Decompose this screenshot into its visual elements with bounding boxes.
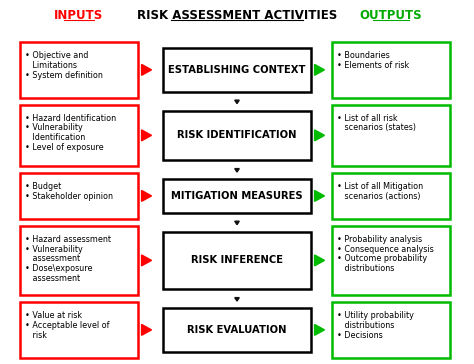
Text: distributions: distributions xyxy=(337,264,395,273)
Polygon shape xyxy=(315,64,325,75)
Bar xyxy=(20,226,137,295)
Text: Limitations: Limitations xyxy=(25,61,77,70)
Text: ESTABLISHING CONTEXT: ESTABLISHING CONTEXT xyxy=(168,65,306,75)
Bar xyxy=(332,302,450,358)
Text: • Hazard Identification: • Hazard Identification xyxy=(25,114,117,123)
Text: OUTPUTS: OUTPUTS xyxy=(360,9,422,22)
Text: • Dose\exposure: • Dose\exposure xyxy=(25,264,93,273)
Bar xyxy=(164,179,310,213)
Text: • System definition: • System definition xyxy=(25,71,103,80)
Text: • Probability analysis: • Probability analysis xyxy=(337,234,422,244)
Text: scenarios (states): scenarios (states) xyxy=(337,123,416,132)
Text: • List of all Mitigation: • List of all Mitigation xyxy=(337,182,424,191)
Text: • Stakeholder opinion: • Stakeholder opinion xyxy=(25,192,113,201)
Text: • Consequence analysis: • Consequence analysis xyxy=(337,245,434,253)
Text: assessment: assessment xyxy=(25,274,81,283)
Text: RISK EVALUATION: RISK EVALUATION xyxy=(187,325,287,335)
Text: • Outcome probability: • Outcome probability xyxy=(337,254,428,264)
Bar xyxy=(164,232,310,289)
Polygon shape xyxy=(235,100,239,104)
Text: • Acceptable level of: • Acceptable level of xyxy=(25,321,110,330)
Polygon shape xyxy=(142,324,152,335)
Text: RISK INFERENCE: RISK INFERENCE xyxy=(191,256,283,265)
Polygon shape xyxy=(235,221,239,225)
Text: • Vulnerability: • Vulnerability xyxy=(25,245,83,253)
Bar xyxy=(164,48,310,92)
Polygon shape xyxy=(315,190,325,201)
Text: • Elements of risk: • Elements of risk xyxy=(337,61,410,70)
Text: • Objective and: • Objective and xyxy=(25,51,89,60)
Text: risk: risk xyxy=(25,331,47,340)
Polygon shape xyxy=(235,298,239,301)
Polygon shape xyxy=(235,169,239,172)
Polygon shape xyxy=(315,130,325,141)
Polygon shape xyxy=(142,255,152,266)
Text: • Value at risk: • Value at risk xyxy=(25,311,82,320)
Polygon shape xyxy=(142,190,152,201)
Text: • Budget: • Budget xyxy=(25,182,62,191)
Text: INPUTS: INPUTS xyxy=(55,9,103,22)
Text: RISK ASSESSMENT ACTIVITIES: RISK ASSESSMENT ACTIVITIES xyxy=(137,9,337,22)
Text: • List of all risk: • List of all risk xyxy=(337,114,398,123)
Bar xyxy=(332,226,450,295)
Text: assessment: assessment xyxy=(25,254,81,264)
Text: • Vulnerability: • Vulnerability xyxy=(25,123,83,132)
Text: • Hazard assessment: • Hazard assessment xyxy=(25,234,111,244)
Polygon shape xyxy=(142,64,152,75)
Text: • Boundaries: • Boundaries xyxy=(337,51,390,60)
Text: distributions: distributions xyxy=(337,321,395,330)
Bar xyxy=(332,104,450,166)
Bar xyxy=(20,104,137,166)
Bar xyxy=(20,173,137,219)
Bar xyxy=(332,173,450,219)
Polygon shape xyxy=(315,255,325,266)
Text: • Decisions: • Decisions xyxy=(337,331,383,340)
Bar xyxy=(164,111,310,160)
Bar xyxy=(332,42,450,98)
Bar xyxy=(20,302,137,358)
Text: • Level of exposure: • Level of exposure xyxy=(25,143,104,152)
Text: scenarios (actions): scenarios (actions) xyxy=(337,192,421,201)
Text: MITIGATION MEASURES: MITIGATION MEASURES xyxy=(171,191,303,201)
Bar xyxy=(164,308,310,352)
Bar xyxy=(20,42,137,98)
Polygon shape xyxy=(142,130,152,141)
Text: RISK IDENTIFICATION: RISK IDENTIFICATION xyxy=(177,130,297,141)
Text: Identification: Identification xyxy=(25,133,85,142)
Polygon shape xyxy=(315,324,325,335)
Text: • Utility probability: • Utility probability xyxy=(337,311,414,320)
